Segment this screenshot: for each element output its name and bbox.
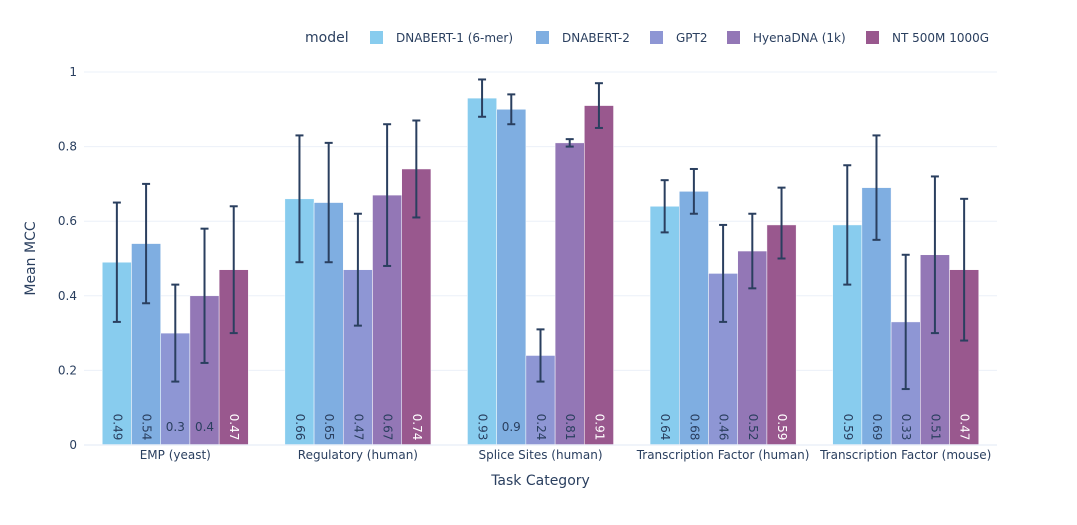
- bar[interactable]: [554, 142, 585, 446]
- bar-value-label: 0.67: [381, 414, 395, 441]
- legend-item[interactable]: HyenaDNA (1k): [727, 31, 846, 45]
- bar-value-label: 0.47: [351, 414, 365, 441]
- bar-value-label: 0.52: [746, 414, 760, 441]
- legend-label: NT 500M 1000G: [892, 31, 989, 45]
- x-axis-title: Task Category: [490, 473, 590, 489]
- bar-value-label: 0.93: [476, 414, 490, 441]
- legend-label: DNABERT-2: [562, 31, 630, 45]
- bar-value-label: 0.47: [958, 414, 972, 441]
- x-tick-label: Transcription Factor (human): [636, 448, 810, 462]
- bar-value-label: 0.49: [110, 414, 124, 441]
- bar-value-label: 0.64: [658, 414, 672, 441]
- bar-value-label: 0.59: [841, 414, 855, 441]
- bar-labels-layer: 0.49 0.54 0.3 0.4 0.47 0.66 0.65 0.47 0.67 0.74 0.…: [110, 414, 971, 441]
- legend-swatch: [370, 31, 383, 44]
- legend-item[interactable]: NT 500M 1000G: [866, 31, 989, 45]
- y-tick-label: 0.8: [58, 140, 77, 154]
- bar[interactable]: [679, 191, 709, 446]
- bar-value-label: 0.81: [563, 414, 577, 441]
- x-tick-label: Transcription Factor (mouse): [819, 448, 991, 462]
- bar-value-label: 0.69: [870, 414, 884, 441]
- y-tick-label: 0.6: [58, 214, 77, 228]
- bar-value-label: 0.65: [322, 414, 336, 441]
- bar-value-label: 0.54: [140, 414, 154, 441]
- bar-value-label: 0.66: [293, 414, 307, 441]
- x-tick-label: EMP (yeast): [140, 448, 211, 462]
- bar-value-label: 0.46: [717, 414, 731, 441]
- bar[interactable]: [766, 224, 797, 446]
- legend-swatch: [727, 31, 740, 44]
- legend-item[interactable]: GPT2: [650, 31, 708, 45]
- legend-item[interactable]: DNABERT-1 (6-mer): [370, 31, 513, 45]
- bar-value-label: 0.4: [195, 420, 214, 434]
- legend-label: GPT2: [676, 31, 708, 45]
- bar-value-label: 0.91: [592, 414, 606, 441]
- bars-layer: [102, 97, 979, 446]
- bar-value-label: 0.59: [775, 414, 789, 441]
- bar-value-label: 0.9: [502, 420, 521, 434]
- bar-value-label: 0.74: [410, 414, 424, 441]
- legend-label: HyenaDNA (1k): [753, 31, 846, 45]
- x-tick-label: Splice Sites (human): [478, 448, 602, 462]
- bar-value-label: 0.33: [899, 414, 913, 441]
- bar[interactable]: [584, 105, 614, 446]
- x-tick-label: Regulatory (human): [298, 448, 418, 462]
- legend-title: model: [305, 30, 349, 46]
- y-tick-label: 0: [69, 438, 77, 452]
- bar[interactable]: [467, 97, 497, 446]
- legend-item[interactable]: DNABERT-2: [536, 31, 630, 45]
- y-axis-title: Mean MCC: [23, 221, 39, 295]
- legend-swatch: [536, 31, 549, 44]
- bar-value-label: 0.68: [687, 414, 701, 441]
- y-tick-label: 0.4: [58, 289, 77, 303]
- bar-value-label: 0.24: [534, 414, 548, 441]
- y-tick-label: 1: [69, 65, 77, 79]
- legend[interactable]: model DNABERT-1 (6-mer) DNABERT-2 GPT2 Hyena…: [305, 30, 989, 46]
- legend-swatch: [650, 31, 663, 44]
- bar-value-label: 0.47: [227, 414, 241, 441]
- bar-value-label: 0.3: [166, 420, 185, 434]
- legend-swatch: [866, 31, 879, 44]
- y-tick-label: 0.2: [58, 363, 77, 377]
- bar[interactable]: [496, 109, 527, 446]
- bar[interactable]: [649, 206, 680, 446]
- bar-value-label: 0.51: [928, 414, 942, 441]
- legend-label: DNABERT-1 (6-mer): [396, 31, 513, 45]
- error-bars-layer: [112, 78, 969, 391]
